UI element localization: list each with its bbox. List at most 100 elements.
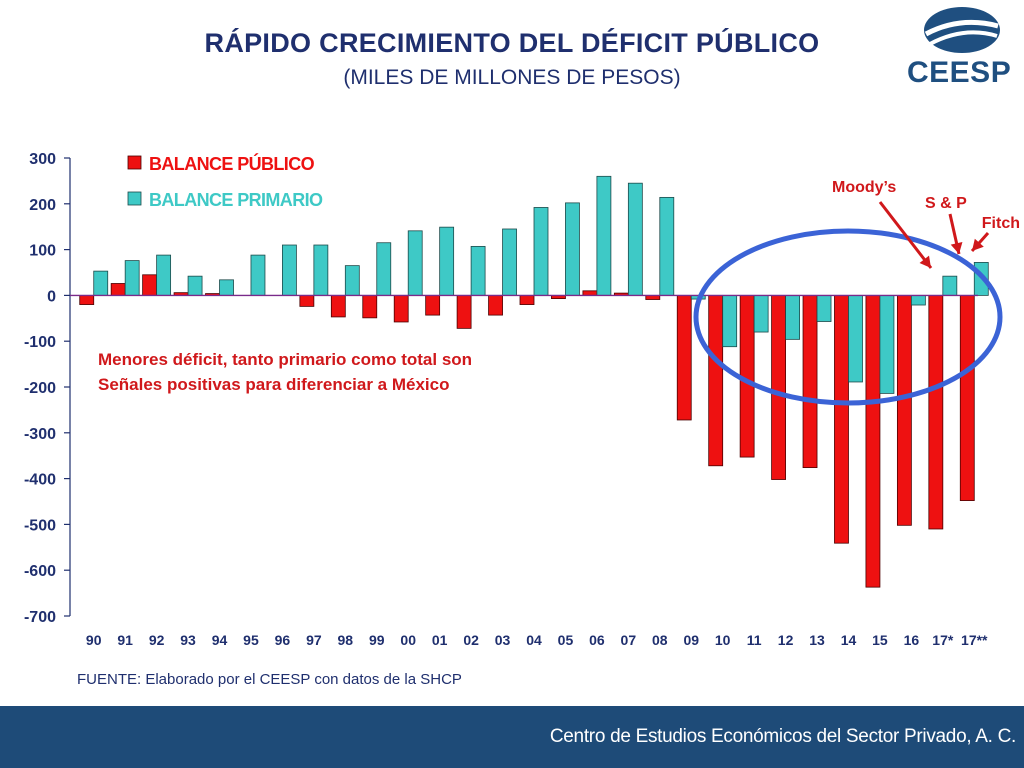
y-tick-label: -300	[24, 426, 56, 443]
bar-balance-primario	[942, 275, 958, 296]
y-tick-label: -500	[24, 517, 56, 534]
x-tick-label: 97	[306, 632, 322, 648]
x-tick-label: 99	[369, 632, 385, 648]
bar-balance-primario	[344, 265, 360, 296]
bar-balance-publico	[79, 294, 95, 305]
bar-balance-primario	[596, 175, 612, 296]
x-tick-label: 91	[117, 632, 133, 648]
x-tick-label: 13	[809, 632, 825, 648]
bar-balance-primario	[376, 242, 392, 296]
x-tick-label: 02	[463, 632, 479, 648]
y-tick-label: -200	[24, 380, 56, 397]
source-note: FUENTE: Elaborado por el CEESP con datos…	[77, 671, 462, 688]
deficit-bar-chart: 3002001000-100-200-300-400-500-600-70090…	[24, 151, 1020, 648]
annotation-line-2: Señales positivas para diferenciar a Méx…	[98, 375, 450, 394]
rating-label-0: Moody’s	[832, 179, 896, 196]
bar-balance-publico	[393, 294, 409, 323]
x-tick-label: 06	[589, 632, 605, 648]
x-tick-label: 04	[526, 632, 542, 648]
bar-balance-primario	[502, 228, 517, 296]
x-tick-label: 95	[243, 632, 259, 648]
bar-balance-primario	[187, 275, 203, 296]
bar-balance-publico	[771, 294, 786, 480]
ceesp-globe-icon	[924, 7, 1000, 53]
legend-label-balance-publico: BALANCE PÚBLICO	[149, 153, 315, 174]
highlight-ellipse	[693, 228, 1003, 406]
rating-label-1: S & P	[925, 195, 967, 212]
bar-balance-primario	[250, 254, 266, 296]
x-tick-label: 93	[180, 632, 196, 648]
bar-balance-publico	[959, 294, 975, 501]
legend-swatch-balance-primario	[127, 191, 142, 206]
x-tick-label: 10	[715, 632, 731, 648]
bar-balance-primario	[659, 196, 675, 296]
y-tick-label: -100	[24, 334, 56, 351]
x-tick-label: 16	[904, 632, 920, 648]
bar-balance-publico	[488, 294, 503, 316]
rating-label-2: Fitch	[982, 215, 1020, 232]
page-title: RÁPIDO CRECIMIENTO DEL DÉFICIT PÚBLICO	[204, 28, 820, 58]
bar-balance-publico	[708, 294, 724, 467]
bar-balance-publico	[865, 294, 881, 588]
y-tick-label: 100	[29, 243, 56, 260]
bar-balance-primario	[470, 245, 486, 296]
x-tick-label: 96	[275, 632, 291, 648]
x-tick-label: 90	[86, 632, 102, 648]
x-tick-label: 11	[747, 632, 762, 648]
bar-balance-publico	[299, 294, 315, 307]
annotation-line-1: Menores déficit, tanto primario como tot…	[98, 350, 472, 369]
x-tick-label: 98	[338, 632, 354, 648]
x-tick-label: 01	[432, 632, 448, 648]
x-tick-label: 17*	[932, 632, 954, 648]
bar-balance-publico	[802, 294, 818, 469]
page-subtitle: (MILES DE MILLONES DE PESOS)	[343, 66, 681, 89]
x-tick-label: 07	[621, 632, 637, 648]
bar-balance-primario	[848, 294, 863, 383]
bar-balance-primario	[816, 294, 832, 322]
bar-balance-primario	[785, 294, 800, 340]
legend-label-balance-primario: BALANCE PRIMARIO	[149, 190, 323, 210]
x-tick-label: 08	[652, 632, 668, 648]
x-tick-label: 17**	[961, 632, 988, 648]
y-tick-label: 0	[47, 288, 56, 305]
bar-balance-primario	[93, 270, 109, 296]
bar-balance-primario	[313, 244, 329, 296]
bar-balance-primario	[910, 294, 926, 306]
bar-balance-publico	[676, 294, 692, 421]
bar-balance-primario	[124, 260, 140, 296]
bar-balance-primario	[722, 294, 738, 348]
bar-balance-primario	[407, 230, 423, 296]
footer-bar: Centro de Estudios Económicos del Sector…	[0, 706, 1024, 768]
bar-balance-publico	[110, 283, 126, 296]
x-tick-label: 00	[400, 632, 416, 648]
x-tick-label: 03	[495, 632, 511, 648]
x-tick-label: 15	[872, 632, 888, 648]
bar-balance-primario	[439, 226, 455, 296]
bar-balance-publico	[362, 294, 378, 319]
bar-balance-primario	[156, 254, 172, 296]
y-tick-label: -400	[24, 472, 56, 489]
x-tick-label: 05	[558, 632, 574, 648]
rating-arrow-head	[972, 238, 984, 251]
bar-balance-publico	[896, 294, 912, 526]
bar-balance-publico	[519, 294, 535, 305]
y-tick-label: 200	[29, 197, 56, 214]
rating-arrow-line	[878, 201, 933, 269]
bar-balance-primario	[753, 294, 769, 333]
y-tick-label: 300	[29, 151, 56, 168]
x-tick-label: 92	[149, 632, 165, 648]
bar-balance-primario	[627, 182, 643, 296]
bar-balance-publico	[834, 294, 849, 544]
bar-balance-publico	[456, 294, 472, 329]
x-tick-label: 14	[841, 632, 857, 648]
y-tick-label: -700	[24, 609, 56, 626]
bar-balance-publico	[330, 294, 346, 318]
footer-text: Centro de Estudios Económicos del Sector…	[549, 726, 1016, 747]
legend-swatch-balance-publico	[127, 155, 142, 170]
bar-balance-primario	[879, 294, 895, 394]
bar-balance-publico	[142, 274, 158, 296]
bar-balance-primario	[282, 244, 297, 296]
bar-balance-publico	[425, 294, 441, 316]
logo-text: CEESP	[907, 56, 1012, 89]
bar-balance-primario	[219, 279, 234, 296]
